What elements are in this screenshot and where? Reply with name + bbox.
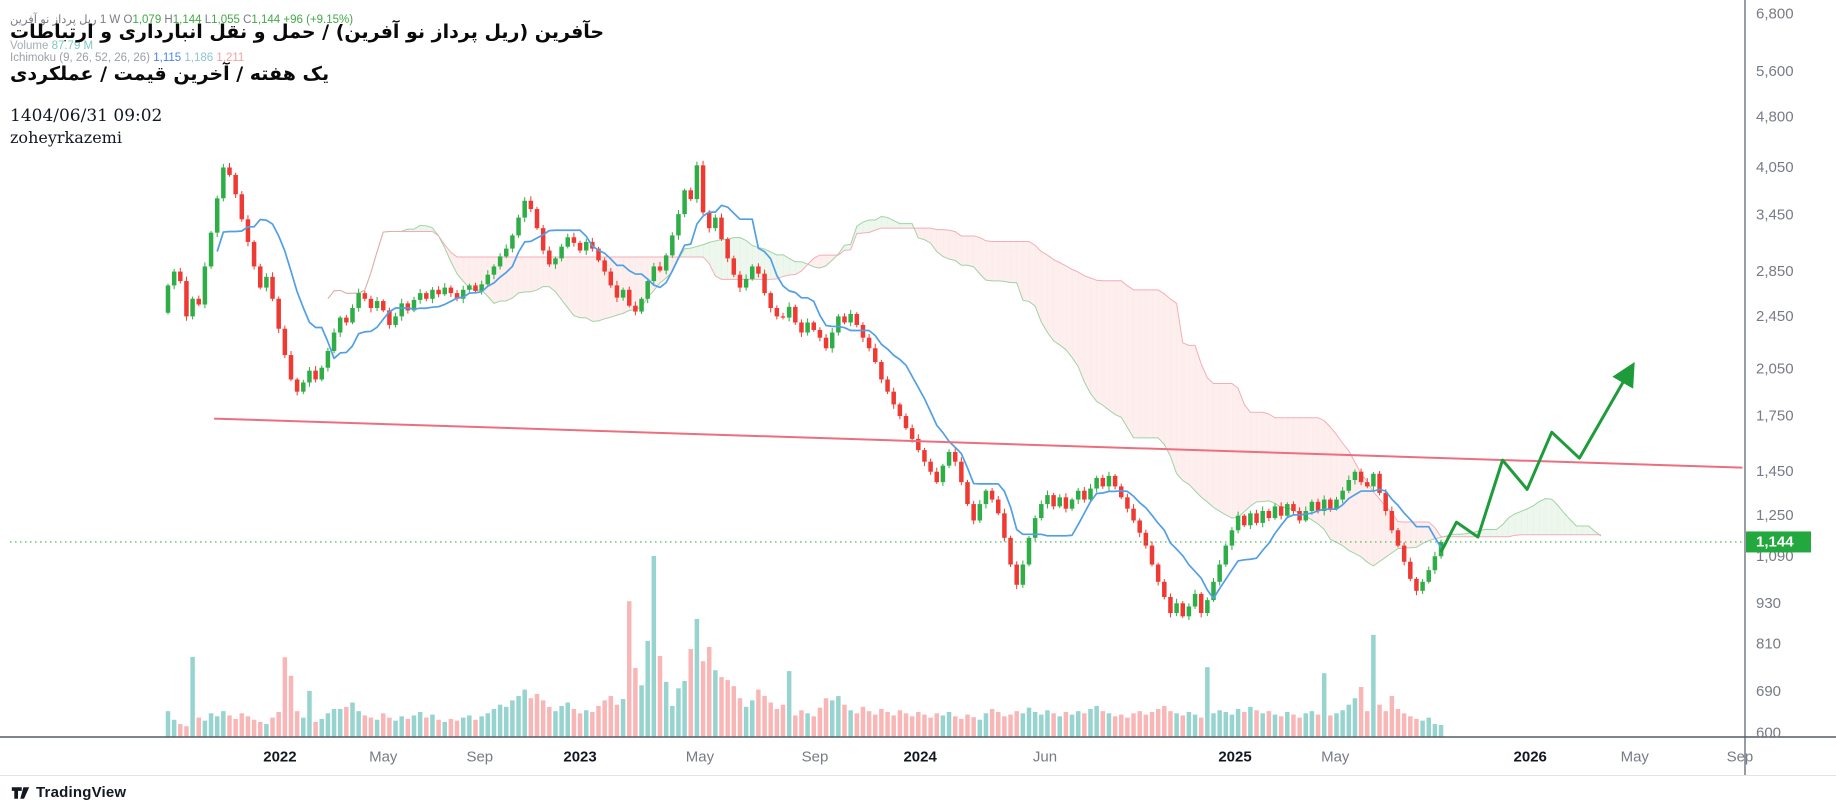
volume-value: 87.79 M [51, 40, 94, 52]
ichimoku-cloud [327, 215, 1602, 567]
ichimoku-senkou-b-value: 1,211 [216, 52, 245, 64]
svg-text:Jun: Jun [1033, 749, 1057, 766]
svg-text:May: May [369, 749, 398, 766]
svg-text:2022: 2022 [263, 749, 296, 766]
symbol-title: حآفرین (ریل پرداز نو آفرین) / حمل و نقل … [10, 21, 605, 43]
ichimoku-label: Ichimoku [10, 52, 57, 64]
svg-text:4,800: 4,800 [1756, 109, 1794, 126]
senkou-b-line [327, 227, 1601, 538]
ichimoku-legend-row[interactable]: Ichimoku (9, 26, 52, 26, 26) 1,115 1,186… [10, 52, 244, 64]
svg-text:May: May [686, 749, 715, 766]
symbol-timeframe: W [109, 14, 121, 26]
svg-text:Sep: Sep [802, 749, 829, 766]
trendline-drawing[interactable] [214, 417, 1743, 469]
svg-text:1,250: 1,250 [1756, 507, 1794, 524]
svg-text:3,450: 3,450 [1756, 206, 1794, 223]
svg-text:2025: 2025 [1218, 749, 1251, 766]
volume-bars [165, 555, 1444, 737]
svg-text:1,450: 1,450 [1756, 463, 1794, 480]
tradingview-brand: TradingView [36, 784, 127, 801]
watermark-text[interactable]: zoheyrkazemi [10, 128, 122, 147]
tradingview-logo[interactable]: TradingView [11, 784, 126, 801]
close-label: C [243, 14, 252, 26]
ichimoku-conversion-value: 1,115 [153, 52, 182, 64]
svg-text:690: 690 [1756, 683, 1781, 700]
svg-text:May: May [1621, 749, 1650, 766]
high-label: H [164, 14, 173, 26]
ichimoku-params: (9, 26, 52, 26, 26) [59, 52, 151, 64]
svg-text:May: May [1321, 749, 1350, 766]
svg-text:5,600: 5,600 [1756, 63, 1794, 80]
symbol-legend-row[interactable]: ریل پرداز نو آفرین 1 W O1,079 H1,144 L1,… [10, 12, 353, 26]
symbol-name: ریل پرداز نو آفرین [10, 14, 97, 26]
svg-text:Sep: Sep [1727, 749, 1754, 766]
svg-text:4,050: 4,050 [1756, 159, 1794, 176]
open-label: O [123, 14, 133, 26]
volume-label: Volume [10, 40, 49, 52]
price-axis[interactable]: 6,800 5,600 4,800 4,050 3,450 2,850 2,450 2,050… [1756, 6, 1794, 742]
ichimoku-senkou-a-value: 1,186 [184, 52, 214, 64]
svg-text:2,450: 2,450 [1756, 308, 1794, 325]
svg-text:1,750: 1,750 [1756, 408, 1794, 425]
svg-text:2,050: 2,050 [1756, 361, 1794, 378]
svg-text:2026: 2026 [1514, 749, 1547, 766]
footer-bar: TradingView [0, 775, 1836, 809]
symbol-series: 1 [99, 14, 107, 26]
volume-legend-row[interactable]: Volume 87.79 M [10, 40, 93, 52]
open-value: 1,079 [132, 14, 162, 26]
svg-text:1,144: 1,144 [1756, 533, 1794, 550]
senkou-a-line [327, 215, 1602, 567]
svg-text:600: 600 [1756, 725, 1781, 742]
low-value: 1,055 [211, 14, 240, 26]
tradingview-logo-icon [11, 786, 30, 799]
svg-text:2024: 2024 [903, 749, 937, 766]
candlestick-series [165, 160, 1444, 621]
projection-arrow-drawing[interactable] [1439, 361, 1635, 553]
low-label: L [204, 14, 212, 26]
svg-text:930: 930 [1756, 595, 1781, 612]
svg-text:6,800: 6,800 [1756, 6, 1794, 23]
conversion-line [216, 204, 1442, 600]
date-annotation[interactable]: 1404/06/31 09:02 [10, 106, 163, 126]
svg-text:810: 810 [1756, 636, 1781, 653]
time-axis[interactable]: 2022 May Sep 2023 May Sep 2024 Jun 2025 May 2026 Ma… [263, 749, 1753, 766]
svg-text:2023: 2023 [563, 749, 596, 766]
last-price-label: 1,144 [1746, 531, 1811, 553]
svg-text:Sep: Sep [466, 749, 493, 766]
svg-text:2,850: 2,850 [1756, 263, 1794, 280]
close-value: 1,144 [251, 14, 281, 26]
high-value: 1,144 [172, 14, 202, 26]
chart-subtitle: یک هفته / آخرین قیمت / عملکردی [10, 63, 330, 85]
change-value: +96 (+9.15%) [283, 14, 354, 26]
